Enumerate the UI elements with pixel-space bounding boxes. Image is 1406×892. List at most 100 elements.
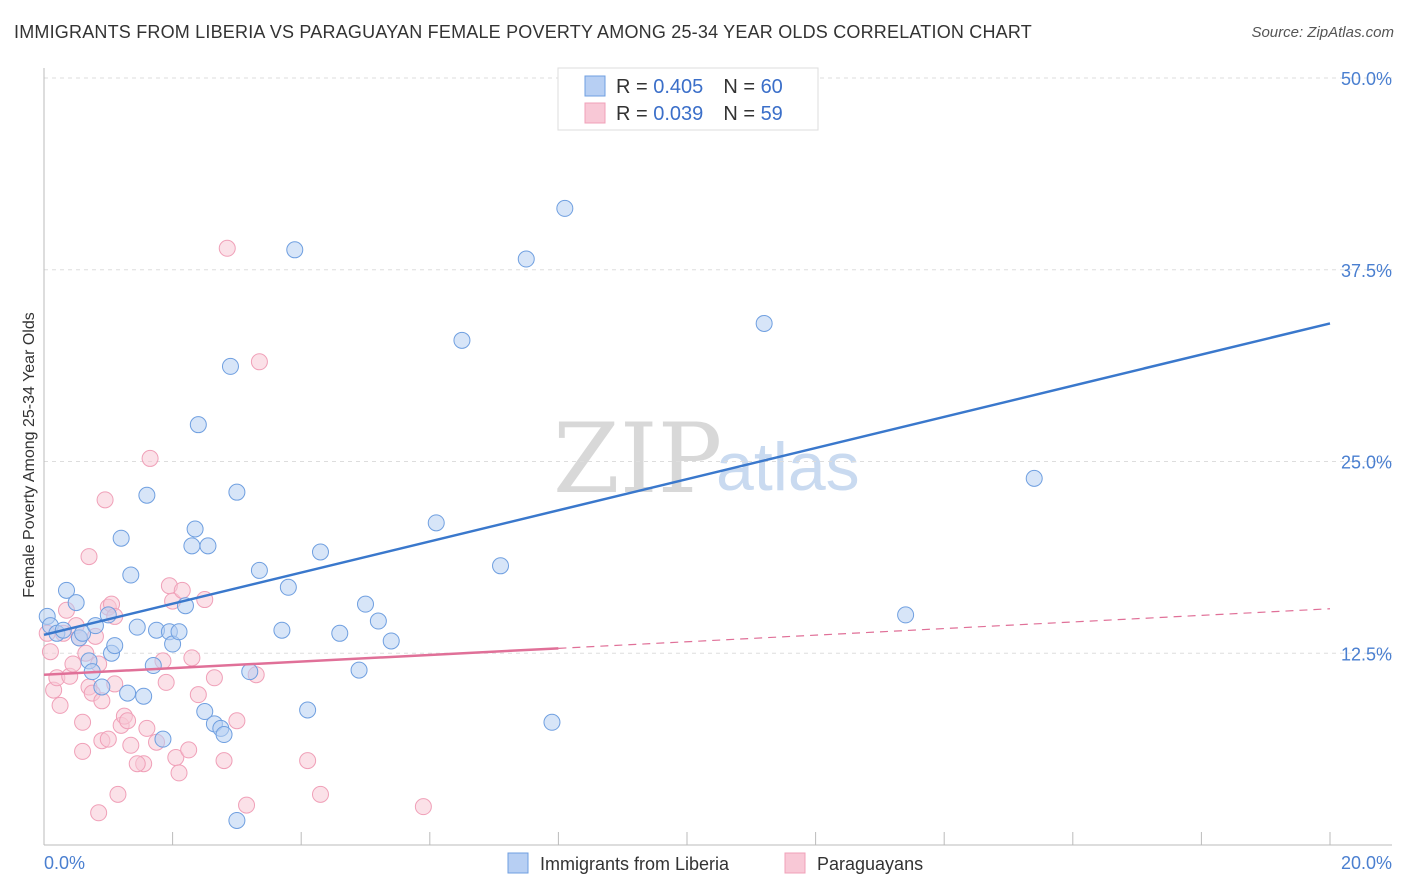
- liberia-point-18: [128, 618, 146, 636]
- liberia-point-54: [517, 250, 535, 268]
- liberia-point-48: [357, 595, 374, 613]
- regression-lines: [43, 322, 1331, 676]
- liberia-point-41: [273, 621, 291, 639]
- legend-n-value-paraguayans: 59: [761, 103, 783, 125]
- paraguayans-point-12: [74, 742, 92, 760]
- y-tick-labels: 12.5% 25.0% 37.5% 50.0%: [1341, 69, 1392, 664]
- watermark: ZIP atlas: [553, 403, 860, 515]
- paraguayans-point-46: [189, 686, 207, 704]
- paraguayans-point-48: [205, 669, 223, 687]
- paraguayans-regression-line-dashed: [558, 608, 1331, 649]
- liberia-point-17: [122, 566, 140, 584]
- bottom-legend-label-paraguayans: Paraguayans: [817, 854, 923, 874]
- liberia-point-16: [119, 684, 137, 702]
- liberia-point-32: [199, 537, 217, 555]
- legend-swatch-liberia: [584, 75, 606, 97]
- paraguayans-point-22: [96, 491, 114, 509]
- chart-title: IMMIGRANTS FROM LIBERIA VS PARAGUAYAN FE…: [14, 22, 1032, 42]
- paraguayans-point-8: [64, 655, 82, 673]
- bottom-legend-swatch-paraguayans: [784, 852, 806, 874]
- paraguayans-point-49: [215, 752, 233, 770]
- gridlines: [44, 77, 1392, 654]
- liberia-point-58: [897, 606, 915, 624]
- liberia-point-52: [453, 331, 471, 349]
- legend-n-label-paraguayans: N =: [723, 103, 760, 125]
- legend-r-label-liberia: R =: [616, 76, 653, 98]
- legend-row-paraguayans: R = 0.039 N = 59: [616, 103, 783, 125]
- liberia-point-20: [138, 486, 156, 504]
- liberia-point-28: [183, 537, 201, 555]
- liberia-point-51: [427, 514, 445, 532]
- paraguayans-point-15: [80, 548, 98, 566]
- liberia-point-37: [228, 483, 246, 501]
- liberia-point-43: [286, 241, 304, 259]
- liberia-point-23: [154, 730, 172, 748]
- liberia-point-26: [170, 623, 188, 641]
- liberia-point-47: [350, 661, 368, 679]
- liberia-point-5: [67, 594, 85, 612]
- x-tick-label-max: 20.0%: [1341, 853, 1392, 873]
- liberia-point-55: [543, 713, 561, 731]
- bottom-legend-swatch-liberia: [507, 852, 529, 874]
- paraguayans-point-51: [228, 712, 246, 730]
- liberia-point-46: [331, 624, 349, 642]
- y-tick-label-3: 50.0%: [1341, 69, 1392, 89]
- legend-row-liberia: R = 0.405 N = 60: [616, 76, 783, 98]
- paraguayans-point-57: [414, 798, 432, 816]
- stats-legend: R = 0.405 N = 60 R = 0.039 N = 59: [557, 67, 819, 131]
- paraguayans-point-1: [41, 643, 59, 661]
- legend-n-value-liberia: 60: [761, 76, 783, 98]
- liberia-point-44: [299, 701, 317, 719]
- legend-r-value-liberia: 0.405: [653, 76, 703, 98]
- legend-r-value-paraguayans: 0.039: [653, 103, 703, 125]
- paraguayans-point-24: [99, 730, 117, 748]
- liberia-point-31: [196, 703, 214, 721]
- liberia-point-42: [279, 578, 297, 596]
- paraguayans-point-43: [173, 581, 191, 599]
- bottom-legend: Immigrants from Liberia Paraguayans: [507, 852, 923, 874]
- paraguayans-point-55: [299, 752, 317, 770]
- liberia-point-39: [241, 663, 259, 681]
- paraguayans-point-50: [218, 239, 236, 257]
- paraguayans-point-4: [51, 696, 69, 714]
- y-tick-label-0: 12.5%: [1341, 644, 1392, 664]
- liberia-point-57: [755, 314, 773, 332]
- paraguayans-point-52: [238, 796, 256, 814]
- paraguayans-point-11: [74, 713, 92, 731]
- source-label: Source: ZipAtlas.com: [1251, 24, 1394, 41]
- liberia-point-29: [186, 520, 204, 538]
- series-paraguayans-points: [38, 239, 432, 822]
- paraguayans-point-38: [157, 673, 175, 691]
- paraguayans-point-42: [170, 764, 188, 782]
- liberia-regression-line: [43, 322, 1331, 637]
- liberia-point-11: [93, 678, 111, 696]
- liberia-point-49: [369, 612, 387, 630]
- liberia-point-14: [106, 637, 124, 655]
- y-tick-label-1: 25.0%: [1341, 453, 1392, 473]
- paraguayans-point-19: [90, 804, 108, 822]
- paraguayans-point-35: [141, 449, 159, 467]
- liberia-point-50: [382, 632, 400, 650]
- paraguayans-point-58: [128, 755, 146, 773]
- liberia-point-59: [1025, 469, 1043, 487]
- liberia-point-21: [144, 657, 162, 675]
- liberia-point-35: [215, 726, 233, 744]
- liberia-point-19: [135, 687, 153, 705]
- paraguayans-point-31: [119, 712, 137, 730]
- paraguayans-point-28: [109, 785, 127, 803]
- paraguayans-point-34: [138, 719, 156, 737]
- liberia-point-15: [112, 529, 130, 547]
- x-axis-ticks: [43, 832, 1331, 845]
- legend-r-label-paraguayans: R =: [616, 103, 653, 125]
- legend-swatch-paraguayans: [584, 102, 606, 124]
- liberia-point-40: [250, 561, 268, 579]
- paraguayans-point-45: [183, 649, 201, 667]
- liberia-point-45: [311, 543, 329, 561]
- paraguayans-point-44: [180, 741, 198, 759]
- x-tick-label-min: 0.0%: [44, 853, 85, 873]
- liberia-point-56: [556, 199, 574, 217]
- liberia-point-36: [221, 357, 239, 375]
- paraguayans-regression-line-solid: [43, 647, 559, 676]
- liberia-point-38: [228, 811, 246, 829]
